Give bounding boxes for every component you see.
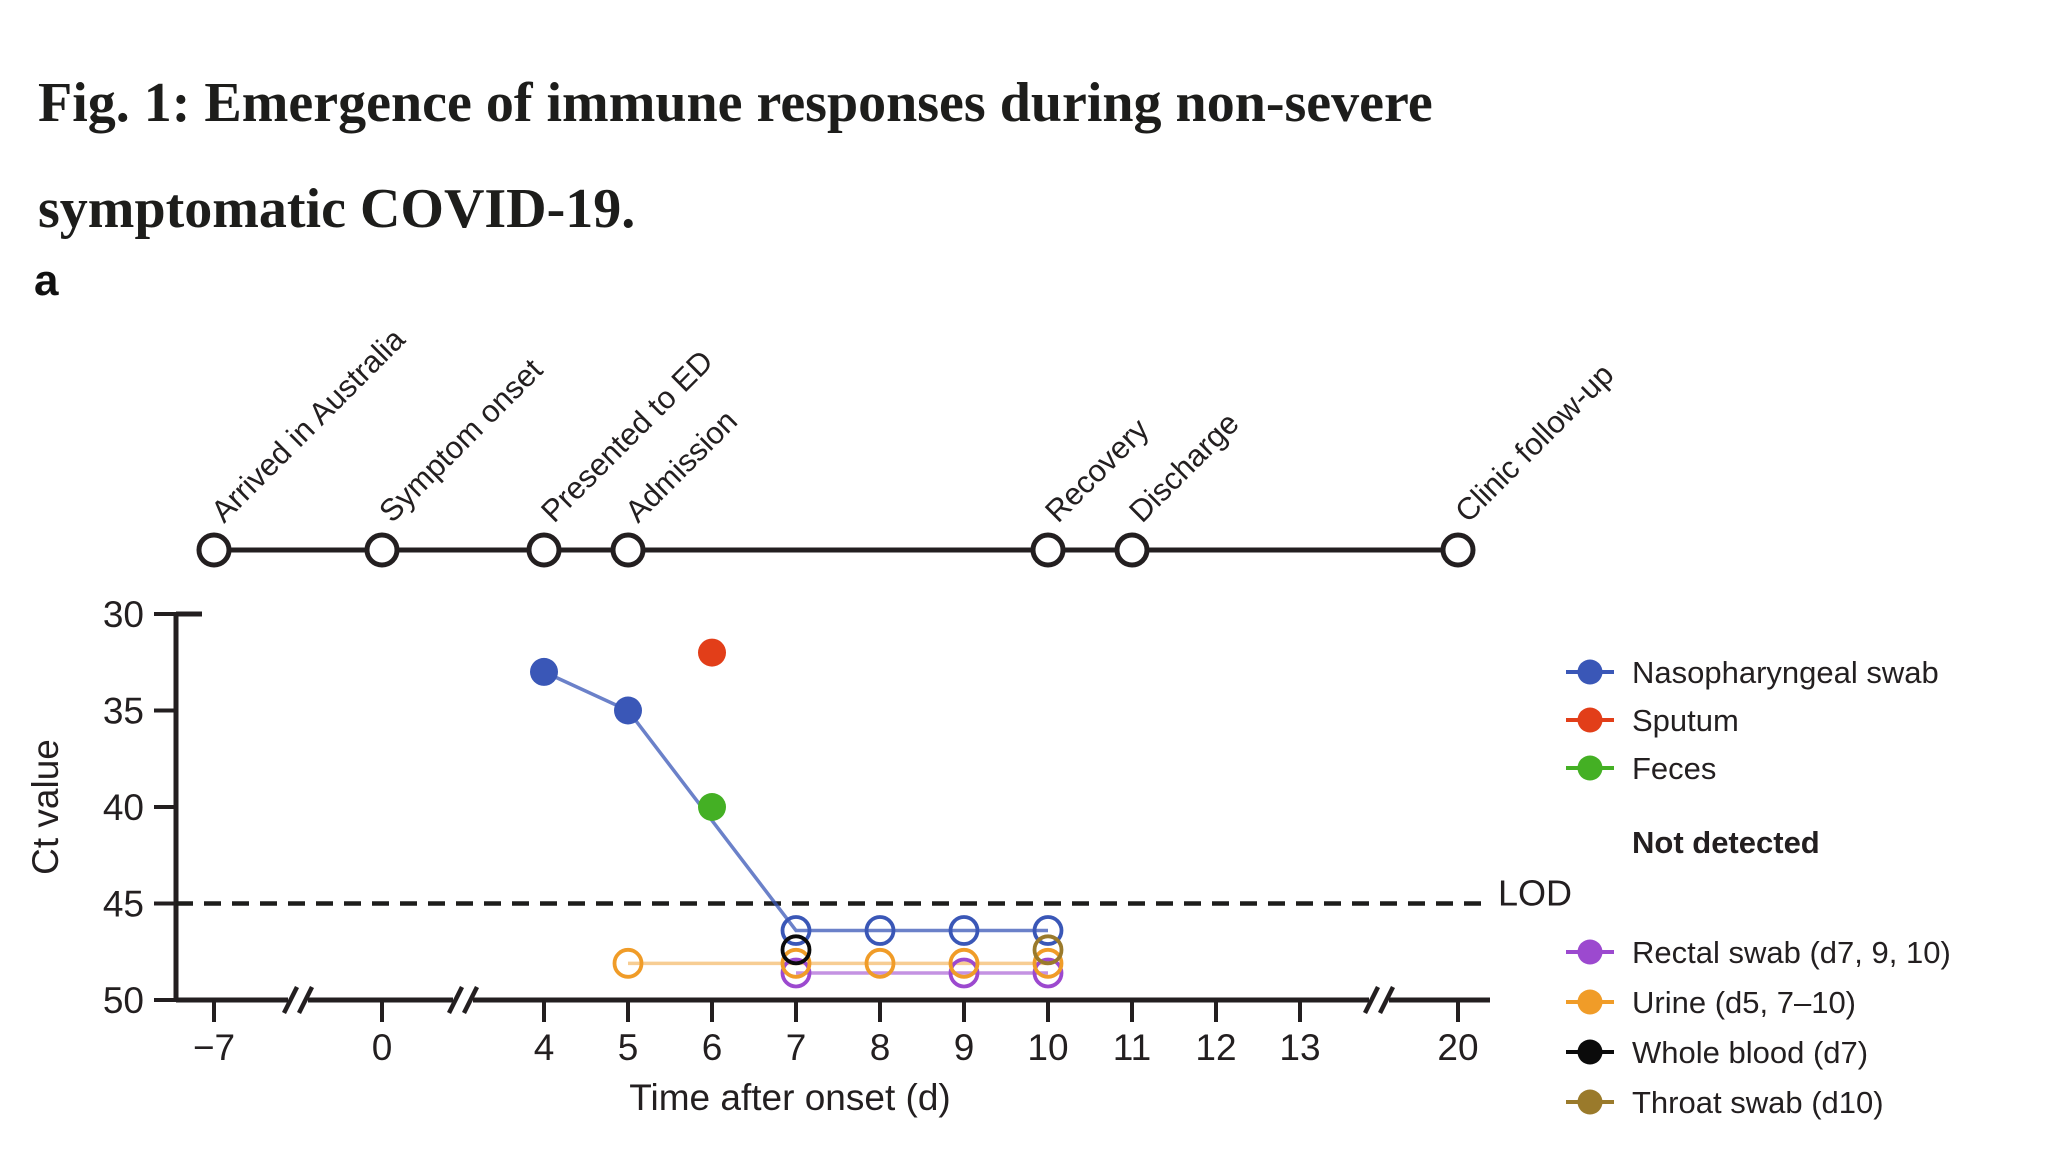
data-point-not-detected	[1032, 947, 1064, 979]
data-point-not-detected	[948, 947, 980, 979]
data-point-not-detected	[612, 947, 644, 979]
legend-label: Sputum	[1632, 703, 1739, 738]
x-tick-label: 9	[954, 1027, 975, 1068]
timeline-event-circle	[526, 532, 562, 568]
data-point-not-detected	[864, 947, 896, 979]
legend-marker	[1577, 707, 1603, 733]
x-tick-label: 12	[1195, 1027, 1236, 1068]
x-axis-break	[446, 985, 465, 1015]
series-points	[530, 638, 1064, 989]
legend-marker	[1577, 1089, 1603, 1115]
timeline-event-label: Symptom onset	[372, 352, 549, 529]
x-axis-break	[1362, 985, 1381, 1015]
data-point-not-detected	[1032, 957, 1064, 989]
legend-label: Nasopharyngeal swab	[1632, 655, 1939, 690]
data-point-not-detected	[780, 947, 812, 979]
legend-label: Rectal swab (d7, 9, 10)	[1632, 935, 1951, 970]
x-tick-label: 0	[372, 1027, 393, 1068]
x-tick-label: 11	[1113, 1027, 1151, 1068]
x-tick-label: 4	[534, 1027, 555, 1068]
data-point-not-detected	[864, 915, 896, 946]
x-tick-label: 20	[1437, 1027, 1478, 1068]
timeline-event-label: Clinic follow-up	[1448, 357, 1620, 529]
x-axis-break	[461, 985, 480, 1015]
x-tick-label: 10	[1027, 1027, 1068, 1068]
figure-title: Fig. 1: Emergence of immune responses du…	[38, 50, 1798, 262]
data-point-detected	[698, 638, 726, 667]
legend-marker	[1577, 989, 1603, 1015]
timeline-event-circle	[610, 532, 646, 568]
lod-label: LOD	[1498, 873, 1572, 914]
panel-label: a	[34, 256, 59, 305]
x-tick-label: 8	[870, 1027, 891, 1068]
data-point-not-detected	[780, 915, 812, 946]
legend-marker	[1577, 659, 1603, 685]
x-axis-break	[296, 985, 315, 1015]
legend-marker	[1577, 939, 1603, 965]
x-axis-break	[281, 985, 300, 1015]
x-tick-label: 5	[618, 1027, 639, 1068]
data-point-detected	[614, 696, 642, 725]
x-axis-break	[1377, 985, 1396, 1015]
x-tick-label: 13	[1279, 1027, 1320, 1068]
timeline-event-circle	[364, 532, 400, 568]
timeline-event-circle	[1030, 532, 1066, 568]
timeline-event-circle	[1440, 532, 1476, 568]
data-point-not-detected	[780, 934, 812, 966]
figure-title-line1: Fig. 1: Emergence of immune responses du…	[38, 72, 1433, 134]
x-axis-label: Time after onset (d)	[629, 1077, 950, 1118]
x-tick-label: 7	[786, 1027, 807, 1068]
legend-label: Feces	[1632, 751, 1716, 786]
data-point-detected	[698, 793, 726, 821]
data-point-not-detected	[1032, 915, 1064, 946]
data-point-not-detected	[1032, 934, 1064, 966]
y-tick-label: 50	[103, 980, 144, 1021]
timeline-event-circle	[196, 532, 232, 568]
data-point-not-detected	[780, 957, 812, 989]
y-tick-label: 45	[103, 884, 144, 925]
timeline-event-circle	[1114, 532, 1150, 568]
y-tick-label: 35	[103, 691, 144, 732]
legend-marker	[1577, 755, 1603, 781]
data-point-not-detected	[948, 915, 980, 946]
legend-marker	[1577, 1039, 1603, 1065]
y-axis-label: Ct value	[25, 739, 66, 875]
y-tick-label: 30	[103, 594, 144, 635]
legend: Not detected Nasopharyngeal swab Sputum Fec…	[1566, 655, 1951, 1120]
x-tick-label: −7	[193, 1027, 235, 1068]
legend-label: Urine (d5, 7–10)	[1632, 985, 1856, 1020]
legend-label: Throat swab (d10)	[1632, 1085, 1884, 1120]
x-tick-label: 6	[702, 1027, 723, 1068]
figure-title-line2: symptomatic COVID-19.	[38, 178, 636, 240]
data-point-not-detected	[948, 957, 980, 989]
legend-label: Whole blood (d7)	[1632, 1035, 1868, 1070]
legend-not-detected-header: Not detected	[1632, 825, 1820, 860]
data-point-detected	[530, 657, 558, 686]
y-tick-label: 40	[103, 787, 144, 828]
